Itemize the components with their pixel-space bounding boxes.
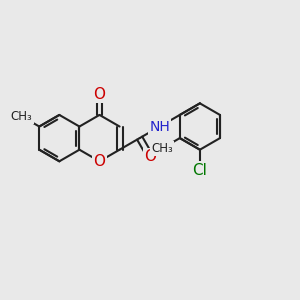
Text: O: O [94, 154, 106, 169]
Text: CH₃: CH₃ [11, 110, 32, 123]
Text: CH₃: CH₃ [151, 142, 173, 155]
Text: O: O [144, 149, 156, 164]
Text: Cl: Cl [193, 163, 207, 178]
Text: O: O [94, 87, 106, 102]
Text: NH: NH [149, 119, 170, 134]
